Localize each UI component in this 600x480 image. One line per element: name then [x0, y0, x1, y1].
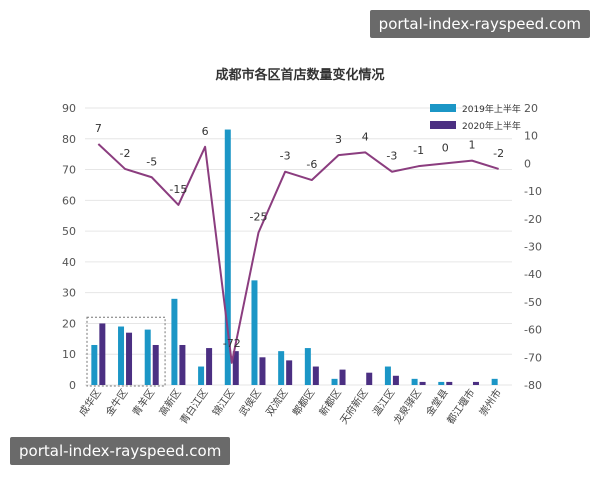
y-right-tick-label: -80: [524, 379, 542, 392]
data-label: -3: [280, 150, 291, 163]
x-tick-label: 双流区: [263, 386, 291, 418]
bar-2019: [278, 351, 285, 385]
legend-swatch: [430, 104, 456, 112]
data-label: 0: [442, 141, 449, 154]
bar-2019: [144, 329, 151, 385]
bar-2020: [259, 357, 266, 385]
data-label: 3: [335, 133, 342, 146]
bar-2020: [446, 381, 453, 385]
data-label: -2: [120, 147, 131, 160]
y-left-tick-label: 50: [62, 225, 76, 238]
bar-2020: [472, 381, 479, 385]
highlight-box: [86, 316, 166, 387]
x-tick-label: 高新区: [156, 386, 184, 418]
legend-swatch: [430, 121, 456, 129]
watermark-top: portal-index-rayspeed.com: [369, 10, 590, 38]
y-left-tick-label: 20: [62, 317, 76, 330]
y-right-tick-label: -20: [524, 213, 542, 226]
x-tick-label: 金堂县: [423, 386, 451, 418]
bar-2019: [438, 381, 445, 385]
data-label: -25: [249, 211, 267, 224]
bar-2020: [232, 351, 239, 385]
bar-2019: [91, 344, 98, 385]
x-tick-label: 崇州市: [476, 386, 504, 418]
x-tick-label: 都江堰市: [444, 386, 478, 426]
data-label: -15: [169, 183, 187, 196]
y-right-tick-label: 20: [524, 102, 538, 115]
bar-2020: [366, 372, 373, 385]
y-right-tick-label: 0: [524, 157, 531, 170]
bar-2019: [411, 378, 418, 385]
legend-label: 2019年上半年: [462, 103, 521, 115]
x-tick-label: 新都区: [316, 386, 344, 418]
bar-2019: [331, 378, 338, 385]
y-right-tick-label: -40: [524, 268, 542, 281]
data-label: 1: [468, 139, 475, 152]
x-tick-label: 金牛区: [103, 386, 131, 418]
legend-label: 2020年上半年: [462, 120, 521, 132]
y-right-tick-label: -70: [524, 351, 542, 364]
data-label: -3: [386, 150, 397, 163]
bar-2020: [392, 375, 399, 385]
data-label: 4: [362, 130, 369, 143]
x-tick-label: 天府新区: [337, 386, 371, 426]
data-label: 7: [95, 122, 102, 135]
x-tick-label: 郫都区: [289, 386, 317, 418]
bar-2020: [312, 366, 319, 385]
y-right-tick-label: -10: [524, 185, 542, 198]
x-tick-label: 青白江区: [177, 386, 211, 426]
data-label: -5: [146, 155, 157, 168]
y-left-tick-label: 90: [62, 102, 76, 115]
y-left-tick-label: 60: [62, 194, 76, 207]
y-left-tick-label: 30: [62, 287, 76, 300]
bar-2019: [224, 129, 231, 385]
bar-2020: [419, 381, 426, 385]
x-tick-label: 龙泉驿区: [390, 386, 424, 426]
y-right-tick-label: -50: [524, 296, 542, 309]
y-right-tick-label: 10: [524, 130, 538, 143]
bar-2019: [251, 280, 258, 385]
y-left-tick-label: 40: [62, 256, 76, 269]
bar-2020: [126, 332, 133, 385]
chart-title: 成都市各区首店数量变化情况: [215, 68, 385, 83]
x-tick-label: 温江区: [370, 387, 397, 418]
bar-2020: [99, 323, 106, 385]
data-label: -1: [413, 144, 424, 157]
bar-2019: [118, 326, 125, 385]
x-tick-label: 青羊区: [129, 386, 157, 418]
y-left-tick-label: 10: [62, 348, 76, 361]
watermark-bottom: portal-index-rayspeed.com: [10, 437, 231, 465]
x-tick-label: 锦江区: [209, 386, 237, 418]
data-label: -72: [223, 337, 241, 350]
bar-2020: [179, 344, 186, 385]
bar-2020: [286, 360, 293, 385]
y-right-tick-label: -60: [524, 324, 542, 337]
bar-2020: [206, 348, 213, 385]
data-label: -2: [493, 147, 504, 160]
x-tick-label: 成华区: [76, 386, 104, 418]
data-label: 6: [202, 125, 209, 138]
y-left-tick-label: 0: [69, 379, 76, 392]
bar-2019: [171, 298, 178, 385]
y-left-tick-label: 70: [62, 164, 76, 177]
bar-2019: [384, 366, 391, 385]
y-right-tick-label: -30: [524, 241, 542, 254]
bar-2019: [304, 348, 311, 385]
bar-2019: [198, 366, 205, 385]
y-left-tick-label: 80: [62, 133, 76, 146]
bar-2020: [152, 344, 159, 385]
change-line: [97, 143, 499, 364]
bar-2019: [491, 378, 498, 385]
bar-2020: [339, 369, 346, 385]
x-tick-label: 武侯区: [236, 386, 264, 418]
data-label: -6: [306, 158, 317, 171]
